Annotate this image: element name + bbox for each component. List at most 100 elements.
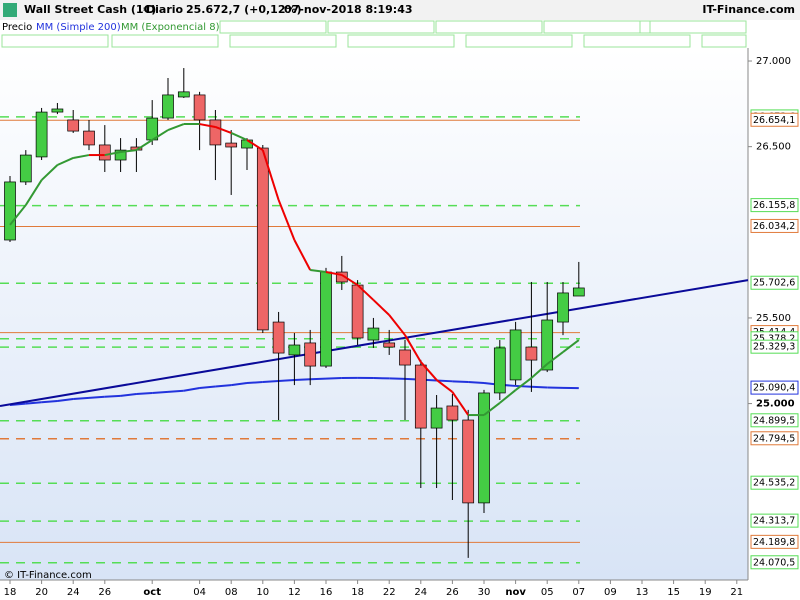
moving-average-segment — [9, 204, 27, 226]
level-label-box — [750, 275, 799, 290]
x-tick-label: 18 — [351, 587, 364, 598]
legend-boxes — [1, 20, 747, 48]
y-tick-label: 25.500 — [756, 313, 791, 324]
ma-label: 25.090,4 — [753, 383, 795, 394]
moving-average-segment — [167, 389, 184, 393]
level-label-box — [750, 112, 799, 127]
candle-body — [177, 91, 190, 98]
moving-average-segment — [310, 268, 327, 274]
candle-body — [557, 292, 569, 323]
candle-body — [209, 119, 222, 146]
x-tick-label: 24 — [414, 587, 427, 598]
level-label-box — [750, 339, 799, 354]
moving-average-segment — [452, 380, 469, 383]
level-label: 25.329,3 — [753, 342, 795, 353]
candle-body — [241, 139, 253, 149]
moving-average-segment — [499, 389, 517, 404]
level-label-box — [750, 534, 799, 549]
moving-average-segment — [372, 299, 390, 316]
x-tick-label: 16 — [320, 587, 333, 598]
candle-body — [572, 287, 585, 297]
x-tick-label: 26 — [446, 587, 459, 598]
moving-average-segment — [215, 126, 232, 134]
level-label: 24.899,5 — [753, 415, 795, 426]
x-tick-label: 12 — [288, 587, 301, 598]
y-tick-label: 26.500 — [756, 142, 791, 153]
moving-average-segment — [483, 402, 501, 416]
moving-average-segment — [530, 363, 548, 379]
candle-body — [288, 344, 301, 356]
moving-average-segment — [420, 361, 438, 381]
moving-average-segment — [468, 381, 485, 385]
level-label: 25.378,2 — [753, 333, 795, 344]
candle-body — [272, 321, 285, 354]
level-label-box — [750, 431, 799, 446]
x-tick-label: 08 — [225, 587, 238, 598]
moving-average-segment — [73, 154, 90, 159]
candle-body — [399, 349, 411, 366]
level-label-box — [750, 198, 799, 213]
candle-body — [462, 419, 475, 504]
moving-average-segment — [436, 379, 453, 383]
moving-average-segment — [57, 397, 74, 403]
moving-average-segment — [293, 239, 312, 271]
moving-average-segment — [341, 274, 359, 286]
candle-body — [383, 342, 396, 348]
x-tick-label: 22 — [383, 587, 396, 598]
footer: © IT-Finance.com — [4, 570, 92, 581]
level-label-box — [750, 413, 799, 428]
moving-average-segment — [451, 391, 470, 416]
level-label: 24.313,7 — [753, 516, 795, 527]
moving-average-segment — [230, 132, 248, 141]
x-tick-label: 30 — [478, 587, 491, 598]
candle-body — [509, 329, 522, 381]
period: Diario — [146, 3, 184, 16]
candle-body — [414, 364, 427, 429]
level-label-box — [750, 475, 799, 490]
moving-average-segment — [199, 123, 216, 128]
candle-body — [98, 144, 111, 161]
candle-body — [83, 130, 95, 146]
x-tick-label: 15 — [667, 587, 680, 598]
legend-price: Precio — [2, 22, 32, 33]
candle-body — [525, 346, 538, 361]
plot-area — [0, 48, 748, 580]
x-tick-label: 21 — [730, 587, 743, 598]
x-tick-label: 20 — [35, 587, 48, 598]
level-label: 24.535,2 — [753, 478, 795, 489]
candle-body — [304, 342, 317, 367]
level-label-box — [750, 513, 799, 528]
moving-average-segment — [325, 271, 342, 276]
moving-average-segment — [515, 384, 532, 388]
moving-average-segment — [246, 139, 264, 151]
x-tick-label: 05 — [541, 587, 554, 598]
moving-average-segment — [231, 382, 248, 387]
level-label: 25.702,6 — [753, 278, 795, 289]
moving-average-segment — [135, 139, 153, 151]
level-label: 24.794,5 — [753, 433, 795, 444]
moving-average-segment — [310, 377, 327, 381]
level-label: 24.070,5 — [753, 557, 795, 568]
candle-body — [35, 111, 48, 158]
legend-entry: MM (Simple 200) — [36, 22, 121, 33]
moving-average-segment — [136, 391, 153, 395]
moving-average-segment — [389, 377, 406, 380]
candle-body — [19, 154, 32, 183]
moving-average-segment — [246, 381, 263, 385]
candle-body — [4, 181, 16, 241]
last-price: 25.672,7 (+0,12%) — [186, 3, 302, 16]
candle-body — [367, 327, 380, 341]
plot — [0, 68, 749, 564]
candle-body — [193, 94, 206, 121]
moving-average-segment — [325, 377, 342, 380]
moving-average-segment — [73, 396, 90, 400]
x-tick-label: 19 — [699, 587, 712, 598]
level-label: 26.654,1 — [753, 115, 795, 126]
moving-average-segment — [215, 384, 232, 388]
x-tick-label: oct — [143, 587, 161, 598]
moving-average-segment — [261, 149, 280, 201]
moving-average-segment — [294, 378, 311, 381]
moving-average-segment — [25, 401, 42, 405]
candle-body — [67, 119, 80, 132]
y-tick-label: 27.000 — [756, 56, 791, 67]
